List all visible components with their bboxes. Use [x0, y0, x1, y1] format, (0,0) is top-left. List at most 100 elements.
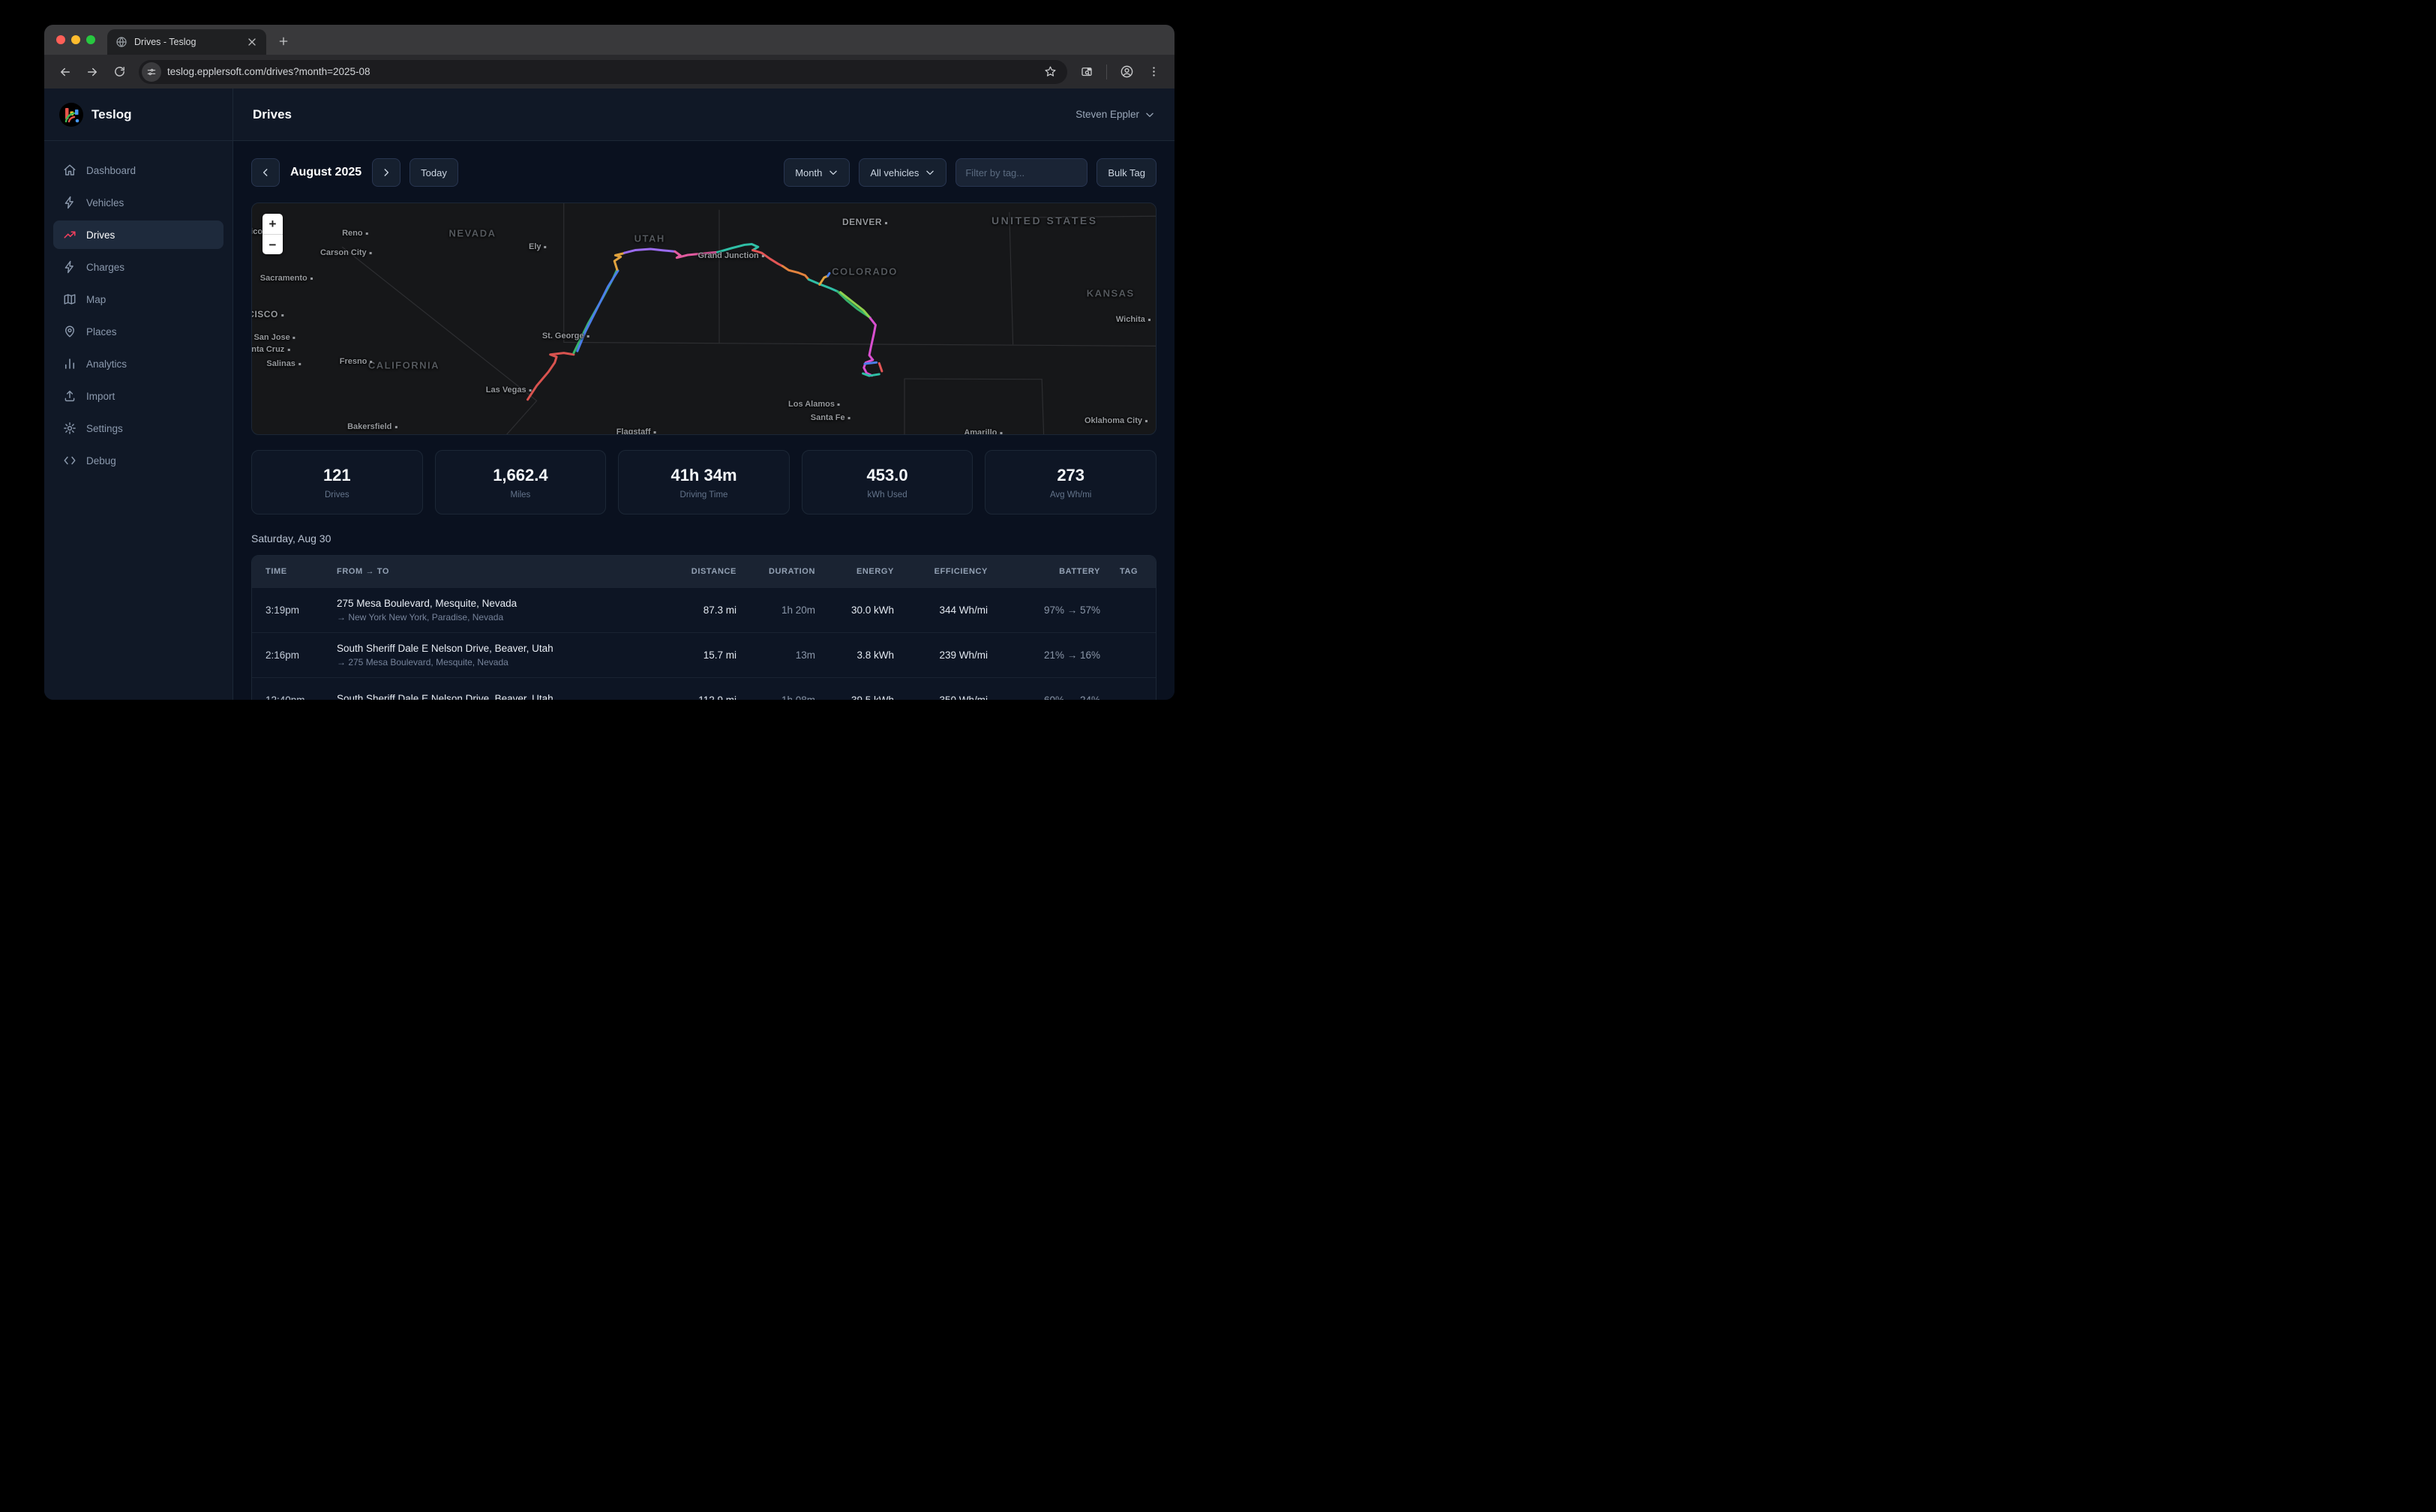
fullscreen-window-button[interactable] — [86, 35, 95, 44]
drive-route-segment — [808, 280, 838, 292]
profile-icon[interactable] — [1114, 60, 1138, 84]
map-city-label: San Jose — [254, 333, 295, 342]
drive-to: → 275 Mesa Boulevard, Mesquite, Nevada — [337, 657, 508, 668]
tag-filter-input[interactable] — [956, 158, 1088, 187]
bulk-tag-button[interactable]: Bulk Tag — [1096, 158, 1156, 187]
teslog-app: Teslog Dashboard Vehicles — [44, 88, 1174, 700]
window-controls — [44, 25, 107, 55]
sidebar-item-label: Charges — [86, 261, 125, 273]
drive-row[interactable]: 3:19pm 275 Mesa Boulevard, Mesquite, Nev… — [252, 587, 1156, 632]
next-month-button[interactable] — [372, 158, 401, 187]
drive-efficiency: 239 Wh/mi — [939, 650, 988, 661]
site-settings-icon[interactable] — [142, 62, 161, 82]
drive-duration: 1h 20m — [781, 604, 815, 616]
sidebar-item-dashboard[interactable]: Dashboard — [53, 156, 224, 184]
reading-mode-icon[interactable] — [1075, 60, 1099, 84]
tab-title: Drives - Teslog — [134, 37, 196, 47]
drive-from: 275 Mesa Boulevard, Mesquite, Nevada — [337, 598, 518, 609]
drive-route-segment — [865, 362, 877, 364]
stat-value: 121 — [322, 465, 351, 484]
sidebar-item-map[interactable]: Map — [53, 285, 224, 314]
vehicle-select[interactable]: All vehicles — [859, 158, 947, 187]
sidebar-item-charges[interactable]: Charges — [53, 253, 224, 281]
sidebar-item-places[interactable]: Places — [53, 317, 224, 346]
user-menu[interactable]: Steven Eppler — [1076, 109, 1155, 120]
map-city-label: Los Alamos — [788, 400, 840, 409]
drive-row[interactable]: 2:16pm South Sheriff Dale E Nelson Drive… — [252, 632, 1156, 677]
stats-row: 121 Drives 1,662.4 Miles 41h 34m Driving… — [251, 450, 1156, 514]
forward-icon[interactable] — [80, 60, 104, 84]
stat-label: Miles — [510, 490, 531, 500]
browser-tab[interactable]: Drives - Teslog — [107, 29, 266, 55]
map-state-label: CALIFORNIA — [368, 359, 440, 371]
zoom-in-button[interactable]: + — [268, 217, 277, 231]
browser-toolbar: teslog.epplersoft.com/drives?month=2025-… — [44, 55, 1174, 88]
map-state-label: UNITED STATES — [991, 214, 1098, 227]
close-window-button[interactable] — [56, 35, 65, 44]
sidebar-item-drives[interactable]: Drives — [53, 220, 224, 249]
period-select[interactable]: Month — [784, 158, 850, 187]
tab-strip: Drives - Teslog — [44, 25, 1174, 55]
map-city-label: Ely — [529, 242, 547, 251]
address-bar[interactable]: teslog.epplersoft.com/drives?month=2025-… — [139, 59, 1067, 84]
drive-route-segment — [528, 353, 574, 400]
sidebar-item-settings[interactable]: Settings — [53, 414, 224, 442]
stat-card: 41h 34m Driving Time — [618, 450, 790, 514]
drive-route-segment — [718, 244, 758, 253]
map-city-label: Carson City — [320, 248, 372, 257]
drive-from: South Sheriff Dale E Nelson Drive, Beave… — [337, 693, 554, 700]
drives-table: TIME FROM → TO DISTANCE DURATION ENERGY … — [251, 555, 1156, 700]
drives-map[interactable]: NEVADA UTAH CALIFORNIA COLORADO KANSAS UNITED… — [251, 202, 1156, 435]
main-area: Drives Steven Eppler August 2025 — [233, 88, 1174, 700]
map-city-label: DENVER — [842, 217, 887, 227]
state-border-line — [904, 379, 1042, 380]
sidebar-nav: Dashboard Vehicles Drives Charge — [44, 141, 232, 490]
map-city-label: CISCO — [252, 309, 284, 320]
chevron-down-icon — [926, 170, 934, 175]
sidebar-item-import[interactable]: Import — [53, 382, 224, 410]
today-button[interactable]: Today — [410, 158, 458, 187]
prev-month-button[interactable] — [251, 158, 280, 187]
drives-toolbar: August 2025 Today Month — [251, 158, 1156, 188]
sidebar-item-label: Debug — [86, 454, 116, 466]
drive-row[interactable]: 12:40pm South Sheriff Dale E Nelson Driv… — [252, 677, 1156, 700]
map-city-label: Fresno — [340, 357, 373, 366]
map-city-label: Salinas — [266, 359, 301, 368]
back-icon[interactable] — [53, 60, 77, 84]
stat-card: 273 Avg Wh/mi — [985, 450, 1156, 514]
col-efficiency: EFFICIENCY — [934, 567, 988, 576]
drive-distance: 112.9 mi — [658, 694, 736, 700]
sidebar-item-vehicles[interactable]: Vehicles — [53, 188, 224, 217]
minimize-window-button[interactable] — [71, 35, 80, 44]
sidebar-item-debug[interactable]: Debug — [53, 446, 224, 475]
map-state-label: KANSAS — [1086, 287, 1135, 298]
map-city-label: Grand Junction — [698, 251, 764, 260]
close-tab-icon[interactable] — [245, 35, 259, 49]
drive-battery: 97% → 57% — [1043, 604, 1100, 616]
stat-value: 41h 34m — [670, 465, 737, 484]
reload-icon[interactable] — [107, 60, 131, 84]
drive-time: 12:40pm — [266, 694, 337, 700]
bookmark-star-icon[interactable] — [1040, 62, 1060, 82]
new-tab-button[interactable] — [272, 30, 295, 52]
brand: Teslog — [44, 88, 232, 141]
drive-route-segment — [782, 266, 808, 280]
drive-energy: 3.8 kWh — [856, 650, 894, 661]
stat-value: 273 — [1057, 465, 1085, 484]
zap-icon — [63, 196, 76, 209]
drive-battery: 21% → 16% — [1043, 650, 1100, 661]
zoom-out-button[interactable]: − — [262, 234, 283, 254]
stat-label: kWh Used — [867, 490, 908, 500]
state-border-line — [564, 342, 1156, 346]
map-city-label: Las Vegas — [486, 386, 532, 394]
state-border-line — [1010, 216, 1156, 218]
map-city-label: Santa Fe — [811, 413, 850, 422]
drive-from-to: South Sheriff Dale E Nelson Drive, Beave… — [337, 693, 658, 700]
sidebar-item-analytics[interactable]: Analytics — [53, 350, 224, 378]
menu-kebab-icon[interactable] — [1142, 60, 1166, 84]
stat-card: 453.0 kWh Used — [801, 450, 974, 514]
stat-card: 1,662.4 Miles — [434, 450, 607, 514]
code-icon — [63, 454, 76, 467]
drive-route-segment — [838, 292, 870, 318]
url-text[interactable]: teslog.epplersoft.com/drives?month=2025-… — [167, 66, 370, 77]
